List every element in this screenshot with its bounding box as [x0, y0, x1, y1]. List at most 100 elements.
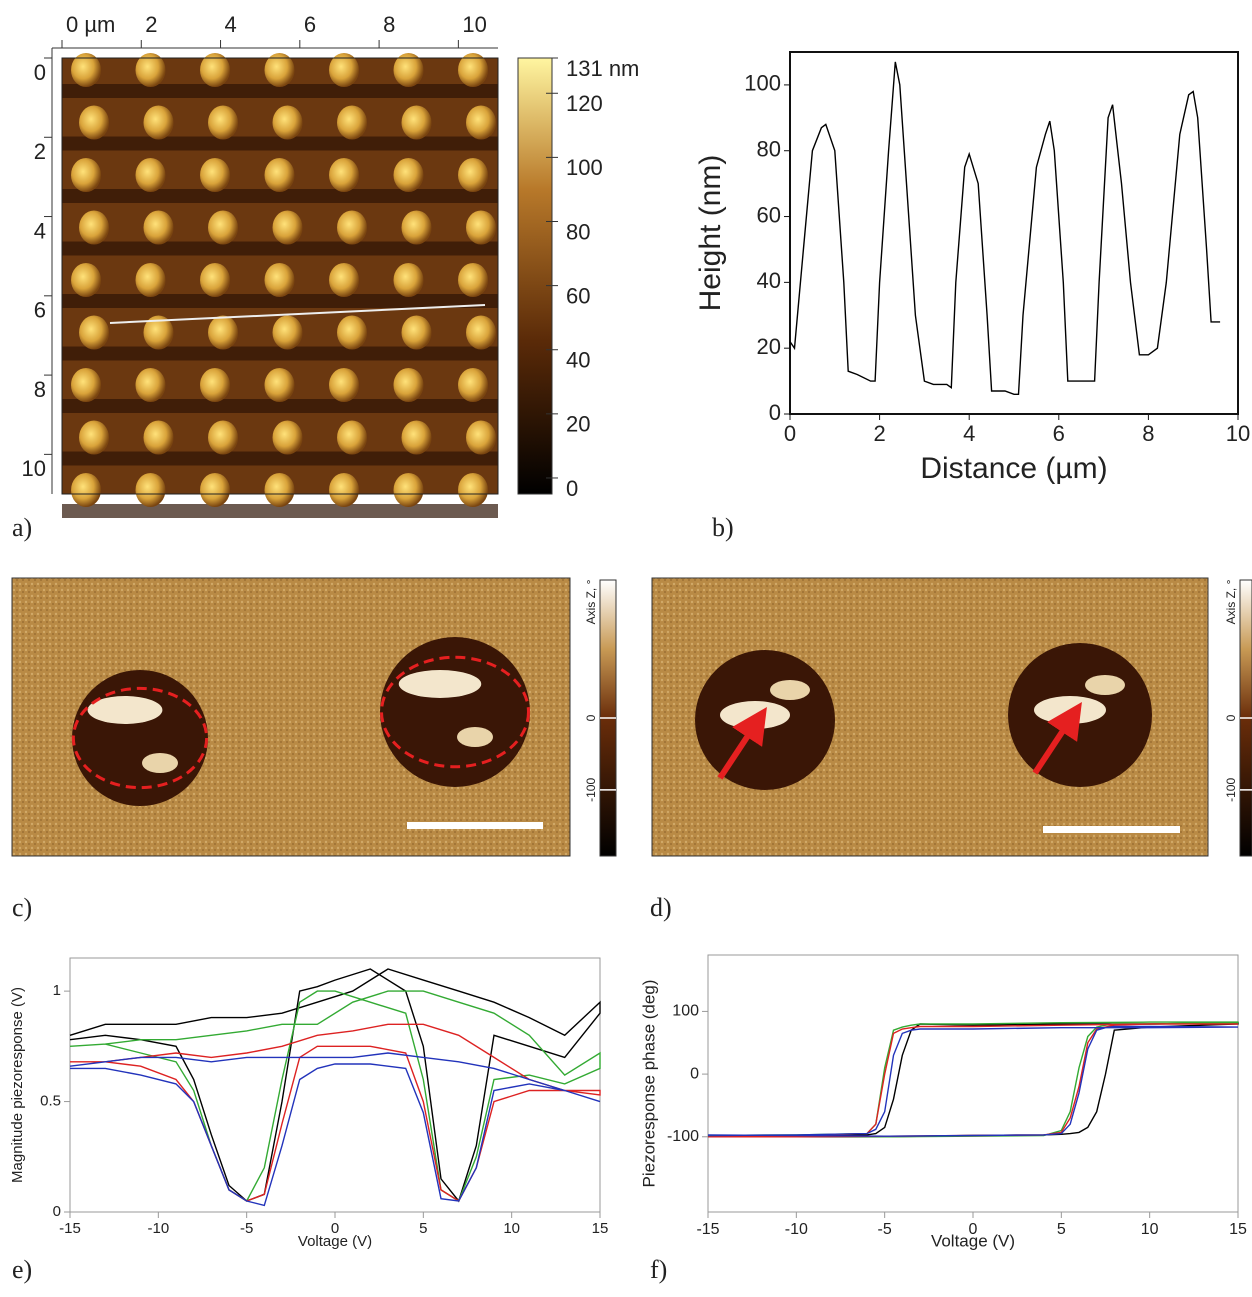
x-tick-label: 4	[225, 12, 237, 37]
bright-patch	[87, 696, 163, 724]
nanodot	[337, 105, 367, 140]
nanodot	[337, 210, 367, 245]
y-tick-label: 4	[34, 218, 46, 243]
highlight-ellipse	[71, 686, 209, 790]
nanodot	[401, 315, 432, 350]
colorbar-tick-label: 20	[566, 412, 590, 437]
y-tick-label: 8	[34, 377, 46, 402]
nanodot	[135, 368, 166, 402]
nanodot	[458, 473, 488, 507]
x-tick-label: -15	[696, 1221, 719, 1238]
nanodot	[458, 158, 488, 192]
nanodot	[143, 210, 174, 245]
nanodot	[264, 158, 295, 192]
data-line	[707, 1021, 1239, 1138]
colorbar-tick-label: 0	[566, 476, 578, 501]
nanodot	[200, 263, 230, 297]
scale-bar	[1043, 826, 1180, 833]
x-tick-label: 0 µm	[66, 12, 115, 37]
arrow	[1032, 701, 1082, 775]
nanodot	[458, 263, 488, 297]
nanodot	[200, 53, 230, 87]
colorbar-tick-label: -100	[1224, 778, 1238, 802]
x-tick-label: 8	[1142, 421, 1154, 446]
x-tick-label: -10	[785, 1221, 808, 1238]
y-tick-label: 0	[769, 400, 781, 425]
scan-stripe	[62, 189, 498, 203]
nanodot	[264, 53, 295, 87]
colorbar-tick-label: 131 nm	[566, 56, 639, 81]
x-tick-label: 2	[145, 12, 157, 37]
x-tick-label: 10	[503, 1220, 520, 1237]
nanodot	[466, 105, 496, 140]
y-tick-label: 1	[53, 982, 61, 999]
nanodot	[329, 473, 359, 507]
image-frame	[61, 57, 499, 495]
nanodot	[329, 368, 359, 402]
plot-frame	[789, 51, 1239, 415]
colorbar-tick-label: 60	[566, 283, 590, 308]
data-line	[707, 1025, 1239, 1137]
y-tick-label: -100	[667, 1128, 699, 1145]
nanodot	[393, 158, 424, 192]
nanodot	[71, 368, 101, 402]
y-axis-title: Magnitude piezoresponse (V)	[9, 987, 26, 1183]
nanodot	[329, 158, 359, 192]
nanodot	[272, 210, 303, 245]
colorbar-tick-label: 100	[566, 155, 603, 180]
x-tick-label: 0	[969, 1221, 978, 1238]
x-tick-label: 2	[873, 421, 885, 446]
panel-label: a)	[12, 513, 32, 542]
colorbar-tick-label: 120	[566, 91, 603, 116]
bright-patch	[770, 680, 810, 700]
nanodot	[79, 315, 109, 350]
nanodot	[458, 53, 488, 87]
bright-patch	[142, 753, 178, 773]
panel-label: e)	[12, 1255, 32, 1284]
nanodot	[401, 210, 432, 245]
nanodot	[71, 473, 101, 507]
colorbar-title: Axis Z, °	[1224, 579, 1238, 624]
nanodot	[393, 473, 424, 507]
data-line	[69, 1052, 601, 1207]
nanodot	[337, 420, 367, 455]
nanodot	[71, 158, 101, 192]
nanodot	[208, 210, 238, 245]
scan-stripe	[62, 399, 498, 413]
y-tick-label: 2	[34, 139, 46, 164]
highlight-ellipse	[380, 655, 530, 769]
nanodot	[135, 263, 166, 297]
nanodot	[272, 420, 303, 455]
colorbar-tick-label: -100	[584, 778, 598, 802]
panel-label: b)	[712, 513, 734, 542]
domain-dot	[380, 637, 530, 787]
x-axis-title: Distance (µm)	[920, 452, 1107, 485]
scan-stripe	[62, 136, 498, 151]
domain-dot	[72, 670, 208, 806]
colorbar-tick-label: 80	[566, 219, 590, 244]
panel-label: d)	[650, 893, 672, 922]
nanodot	[337, 315, 367, 350]
y-tick-label: 10	[22, 456, 46, 481]
data-line	[70, 1023, 601, 1202]
data-line	[789, 61, 1221, 395]
plot-frame	[707, 954, 1239, 1213]
y-tick-label: 100	[672, 1003, 699, 1020]
panel-label: f)	[650, 1255, 667, 1284]
nanodot	[200, 368, 230, 402]
bright-patch	[457, 727, 493, 747]
colorbar-title: Axis Z, °	[584, 579, 598, 624]
scan-stripe	[62, 241, 498, 256]
y-tick-label: 100	[744, 71, 781, 96]
scan-stripe	[62, 504, 498, 518]
scan-stripe	[62, 294, 498, 308]
nanodot	[393, 263, 424, 297]
profile-line	[109, 304, 486, 324]
nanodot	[264, 473, 295, 507]
nanodot	[208, 315, 238, 350]
nanodot	[79, 210, 109, 245]
x-tick-label: 5	[419, 1220, 427, 1237]
nanodot	[272, 315, 303, 350]
